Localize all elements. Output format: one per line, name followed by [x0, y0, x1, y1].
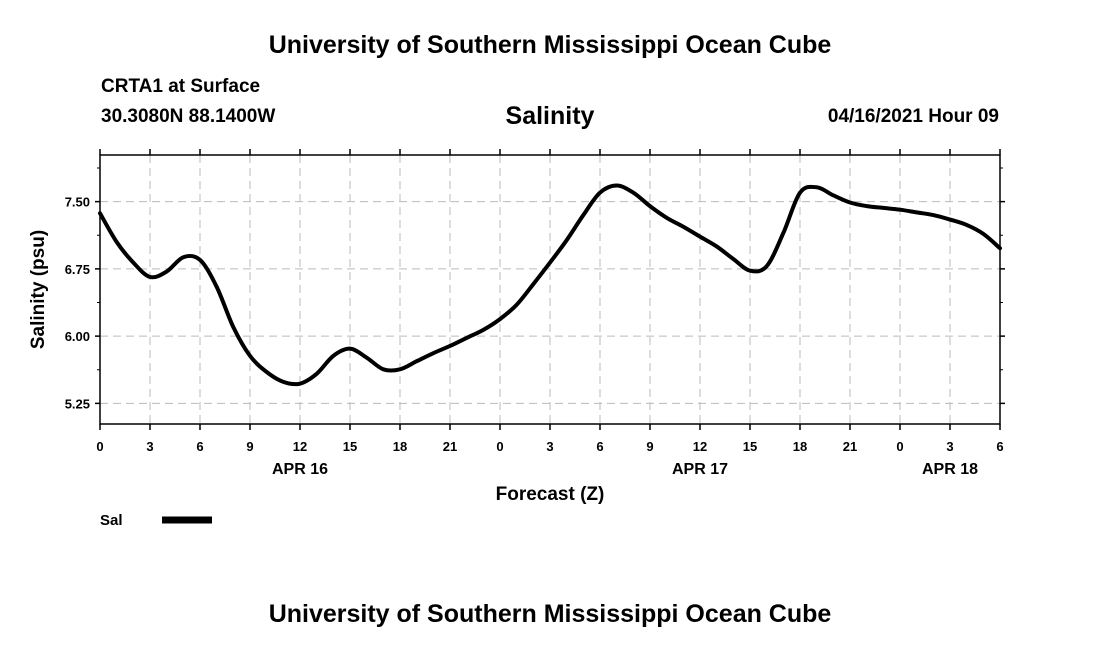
- x-tick-label: 6: [196, 439, 203, 454]
- x-tick-label: 12: [293, 439, 307, 454]
- date-label: APR 18: [922, 461, 978, 478]
- axis-labels: 5.25 6.00 6.75 7.50 0 3 6 9 12 15 18 21 0 3 6 9 12 15 18 21…: [65, 195, 1004, 478]
- x-tick-label: 6: [996, 439, 1003, 454]
- x-tick-label: 0: [896, 439, 903, 454]
- y-tick-label: 6.75: [65, 262, 90, 277]
- plot-frame: [99, 154, 1001, 425]
- x-tick-label: 15: [743, 439, 757, 454]
- x-tick-label: 6: [596, 439, 603, 454]
- x-tick-label: 3: [146, 439, 153, 454]
- y-tick-label: 5.25: [65, 396, 90, 411]
- date-label: APR 17: [672, 461, 728, 478]
- bottom-title: University of Southern Mississippi Ocean…: [268, 600, 832, 628]
- grid: [100, 155, 1000, 424]
- x-tick-label: 21: [843, 439, 857, 454]
- axis-ticks: [95, 149, 1005, 430]
- y-axis-title: Salinity (psu): [28, 230, 49, 349]
- x-tick-label: 21: [443, 439, 457, 454]
- x-tick-label: 0: [496, 439, 503, 454]
- x-tick-label: 3: [946, 439, 953, 454]
- legend-label: Sal: [100, 512, 123, 529]
- coordinates-label: 30.3080N 88.1400W: [101, 106, 276, 127]
- date-label: APR 16: [272, 461, 328, 478]
- series-line-sal: [98, 183, 1002, 387]
- x-tick-label: 9: [246, 439, 253, 454]
- x-tick-label: 9: [646, 439, 653, 454]
- x-tick-label: 3: [546, 439, 553, 454]
- x-tick-label: 15: [343, 439, 357, 454]
- station-label: CRTA1 at Surface: [101, 76, 261, 97]
- datetime-label: 04/16/2021 Hour 09: [827, 106, 999, 127]
- x-tick-label: 12: [693, 439, 707, 454]
- x-tick-label: 18: [393, 439, 407, 454]
- y-tick-label: 7.50: [65, 195, 90, 210]
- chart-title: Salinity: [505, 102, 595, 130]
- x-axis-title: Forecast (Z): [496, 484, 605, 505]
- top-title: University of Southern Mississippi Ocean…: [268, 31, 832, 59]
- y-tick-label: 6.00: [65, 329, 90, 344]
- x-tick-label: 0: [96, 439, 103, 454]
- x-tick-label: 18: [793, 439, 807, 454]
